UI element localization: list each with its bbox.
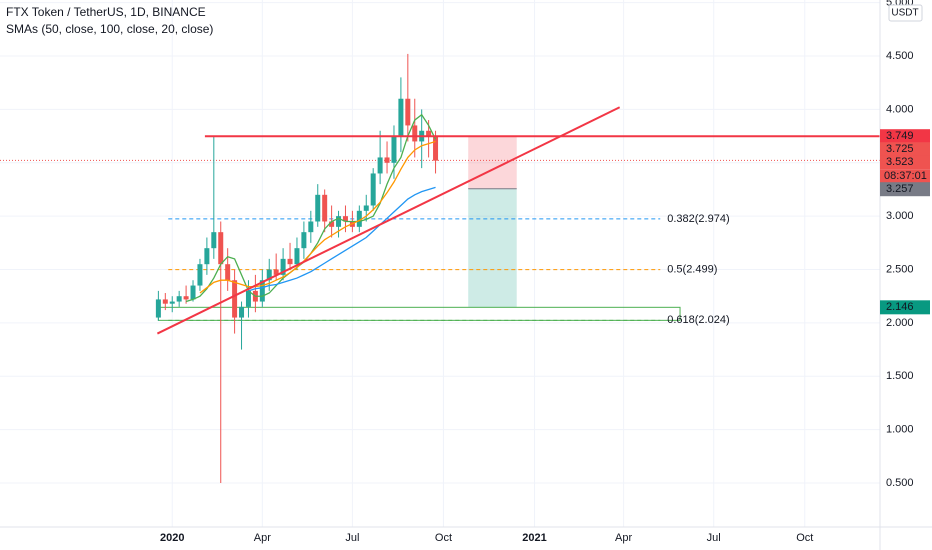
candle-body xyxy=(245,290,251,307)
candle-body xyxy=(426,130,432,137)
x-tick-label: Oct xyxy=(796,532,813,544)
candle-body xyxy=(155,299,161,318)
candle-body xyxy=(294,248,300,265)
y-tick-label: 5.000 xyxy=(886,0,914,9)
candle-body xyxy=(280,258,286,275)
x-tick-label: 2021 xyxy=(522,532,546,544)
sma-line xyxy=(248,186,436,292)
fib-label: 0.382(2.974) xyxy=(667,213,729,225)
candle-body xyxy=(266,269,272,281)
x-tick-label: Apr xyxy=(254,532,271,544)
x-tick-label: 2020 xyxy=(160,532,184,544)
price-badge xyxy=(880,300,930,315)
candle-body xyxy=(405,98,411,126)
candle-body xyxy=(162,299,168,304)
currency[interactable]: USDT xyxy=(891,8,918,19)
candle-body xyxy=(169,301,175,304)
candle-body xyxy=(370,173,376,206)
price-badge xyxy=(880,155,930,170)
grid xyxy=(0,0,880,527)
price-badge xyxy=(880,182,930,197)
y-tick-label: 2.500 xyxy=(886,263,914,275)
price-badge-label: 3.523 xyxy=(886,156,914,168)
price-badge-label: 2.146 xyxy=(886,301,914,313)
candle-body xyxy=(308,221,314,233)
fib-label: 0.618(2.024) xyxy=(667,314,729,326)
y-tick-label: 1.000 xyxy=(886,424,914,436)
candle-body xyxy=(356,210,362,227)
currency-box[interactable] xyxy=(888,4,923,22)
price-badge xyxy=(880,142,930,157)
y-tick-label: 1.500 xyxy=(886,370,914,382)
y-tick-label: 0.500 xyxy=(886,477,914,489)
fib-label: 0.5(2.499) xyxy=(667,264,717,276)
target-zone xyxy=(468,188,517,308)
axes: 0.5001.0001.5002.0002.5003.0003.5004.000… xyxy=(160,0,930,544)
candle-body xyxy=(176,296,182,302)
candle-body xyxy=(363,205,369,211)
y-tick-label: 3.000 xyxy=(886,210,914,222)
price-badge-label: 3.749 xyxy=(886,130,914,142)
candle-body xyxy=(322,194,328,222)
candle-body xyxy=(190,285,196,300)
candle-body xyxy=(433,136,439,161)
countdown-badge xyxy=(880,169,930,184)
candle-body xyxy=(342,216,348,222)
candle-body xyxy=(225,264,231,281)
price-badge-label: 3.257 xyxy=(886,183,914,195)
chart-title: FTX Token / TetherUS, 1D, BINANCE xyxy=(6,5,206,19)
candle-body xyxy=(239,306,245,318)
candle-body xyxy=(218,232,224,265)
x-tick-label: Jul xyxy=(345,532,359,544)
x-tick-label: Apr xyxy=(615,532,632,544)
sma-line xyxy=(199,140,436,294)
price-badge-label: 3.725 xyxy=(886,143,914,155)
candle-body xyxy=(259,280,265,302)
candle-body xyxy=(391,136,397,163)
y-tick-label: 4.500 xyxy=(886,50,914,62)
y-tick-label: 4.000 xyxy=(886,103,914,115)
countdown: 08:37:01 xyxy=(884,170,927,182)
candle-body xyxy=(232,280,238,318)
candle-body xyxy=(315,194,321,222)
candle-body xyxy=(329,221,335,227)
x-tick-label: Jul xyxy=(707,532,721,544)
trend-line xyxy=(156,106,621,335)
x-tick-label: Oct xyxy=(435,532,452,544)
plot: 0.382(2.974) 0.5(2.499) 0.618(2.024) xyxy=(0,53,880,484)
candle-body xyxy=(398,98,404,137)
chart-subtitle: SMAs (50, close, 100, close, 20, close) xyxy=(6,22,213,36)
y-tick-label: 2.000 xyxy=(886,317,914,329)
candle-body xyxy=(412,125,418,142)
candle-body xyxy=(204,248,210,265)
candle-body xyxy=(336,216,342,227)
candle-body xyxy=(197,264,203,286)
candle-body xyxy=(211,232,217,249)
stop-zone xyxy=(468,136,517,189)
candle-body xyxy=(273,269,279,275)
candle-body xyxy=(384,157,390,163)
candle-body xyxy=(377,157,383,174)
candle-body xyxy=(287,258,293,265)
candle-body xyxy=(183,296,189,300)
price-badge xyxy=(880,129,930,144)
candle-body xyxy=(301,232,307,249)
